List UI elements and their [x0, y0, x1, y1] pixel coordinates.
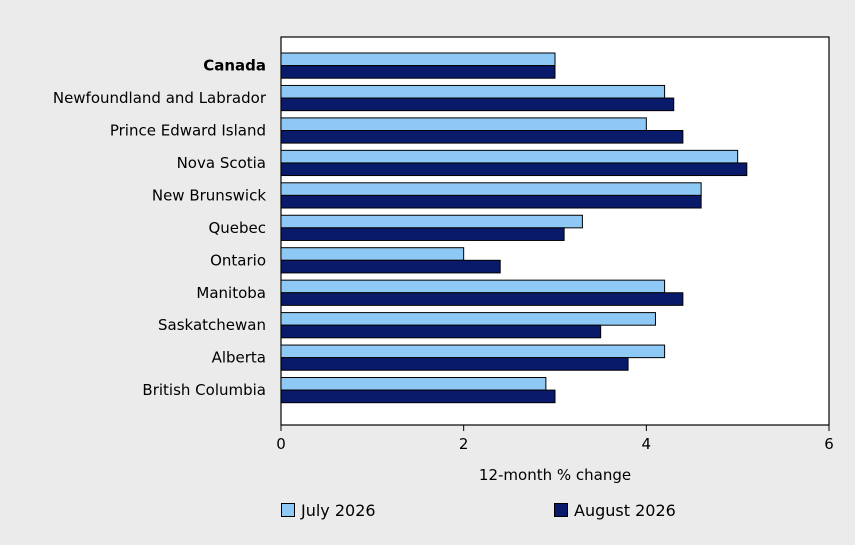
- category-label-manitoba: Manitoba: [196, 284, 266, 302]
- bar-canada-july-2026: [280, 52, 556, 67]
- category-label-quebec: Quebec: [208, 219, 266, 237]
- bar-british-columbia-july-2026: [280, 377, 547, 391]
- bar-manitoba-august-2026: [280, 292, 684, 306]
- bar-ontario-july-2026: [280, 247, 465, 261]
- bar-manitoba-july-2026: [280, 279, 666, 294]
- bar-new-brunswick-july-2026: [280, 182, 702, 196]
- bar-newfoundland-and-labrador-august-2026: [280, 97, 675, 112]
- x-tick-label-4: 4: [642, 435, 652, 453]
- bar-canada-august-2026: [280, 65, 556, 79]
- bar-saskatchewan-july-2026: [280, 312, 656, 326]
- x-tick-label-0: 0: [276, 435, 286, 453]
- bar-nova-scotia-august-2026: [280, 162, 748, 177]
- x-tick-label-6: 6: [824, 435, 834, 453]
- bar-nova-scotia-july-2026: [280, 149, 739, 164]
- bar-alberta-august-2026: [280, 357, 629, 371]
- x-axis-ticks: 0 2 4 6: [276, 425, 834, 453]
- category-label-alberta: Alberta: [212, 349, 266, 367]
- legend-swatch-july: [281, 503, 295, 517]
- bar-british-columbia-august-2026: [280, 389, 556, 404]
- category-label-saskatchewan: Saskatchewan: [158, 316, 266, 334]
- bar-saskatchewan-august-2026: [280, 324, 602, 339]
- legend-item-july: July 2026: [281, 500, 376, 520]
- category-label-british-columbia: British Columbia: [142, 381, 266, 399]
- category-label-nova-scotia: Nova Scotia: [177, 154, 266, 172]
- bar-prince-edward-island-august-2026: [280, 130, 684, 144]
- category-labels: Canada Newfoundland and Labrador Prince Ed…: [53, 57, 267, 400]
- legend-swatch-august: [554, 503, 568, 517]
- legend-item-august: August 2026: [554, 500, 676, 520]
- bar-new-brunswick-august-2026: [280, 194, 702, 209]
- legend-label-august: August 2026: [574, 500, 676, 520]
- category-label-ontario: Ontario: [210, 251, 266, 269]
- bar-newfoundland-and-labrador-july-2026: [280, 84, 666, 99]
- bar-quebec-july-2026: [280, 214, 583, 229]
- bar-prince-edward-island-july-2026: [280, 117, 647, 132]
- bar-ontario-august-2026: [280, 259, 501, 274]
- bar-quebec-august-2026: [280, 227, 565, 241]
- category-label-prince-edward-island: Prince Edward Island: [110, 122, 266, 140]
- legend-label-july: July 2026: [301, 500, 376, 520]
- bars-layer: [280, 52, 748, 404]
- bar-alberta-july-2026: [280, 344, 666, 359]
- category-label-canada: Canada: [203, 57, 266, 75]
- x-tick-label-2: 2: [459, 435, 469, 453]
- category-label-new-brunswick: New Brunswick: [152, 186, 266, 204]
- x-axis-title: 12-month % change: [479, 466, 631, 484]
- category-label-newfoundland-and-labrador: Newfoundland and Labrador: [53, 89, 267, 107]
